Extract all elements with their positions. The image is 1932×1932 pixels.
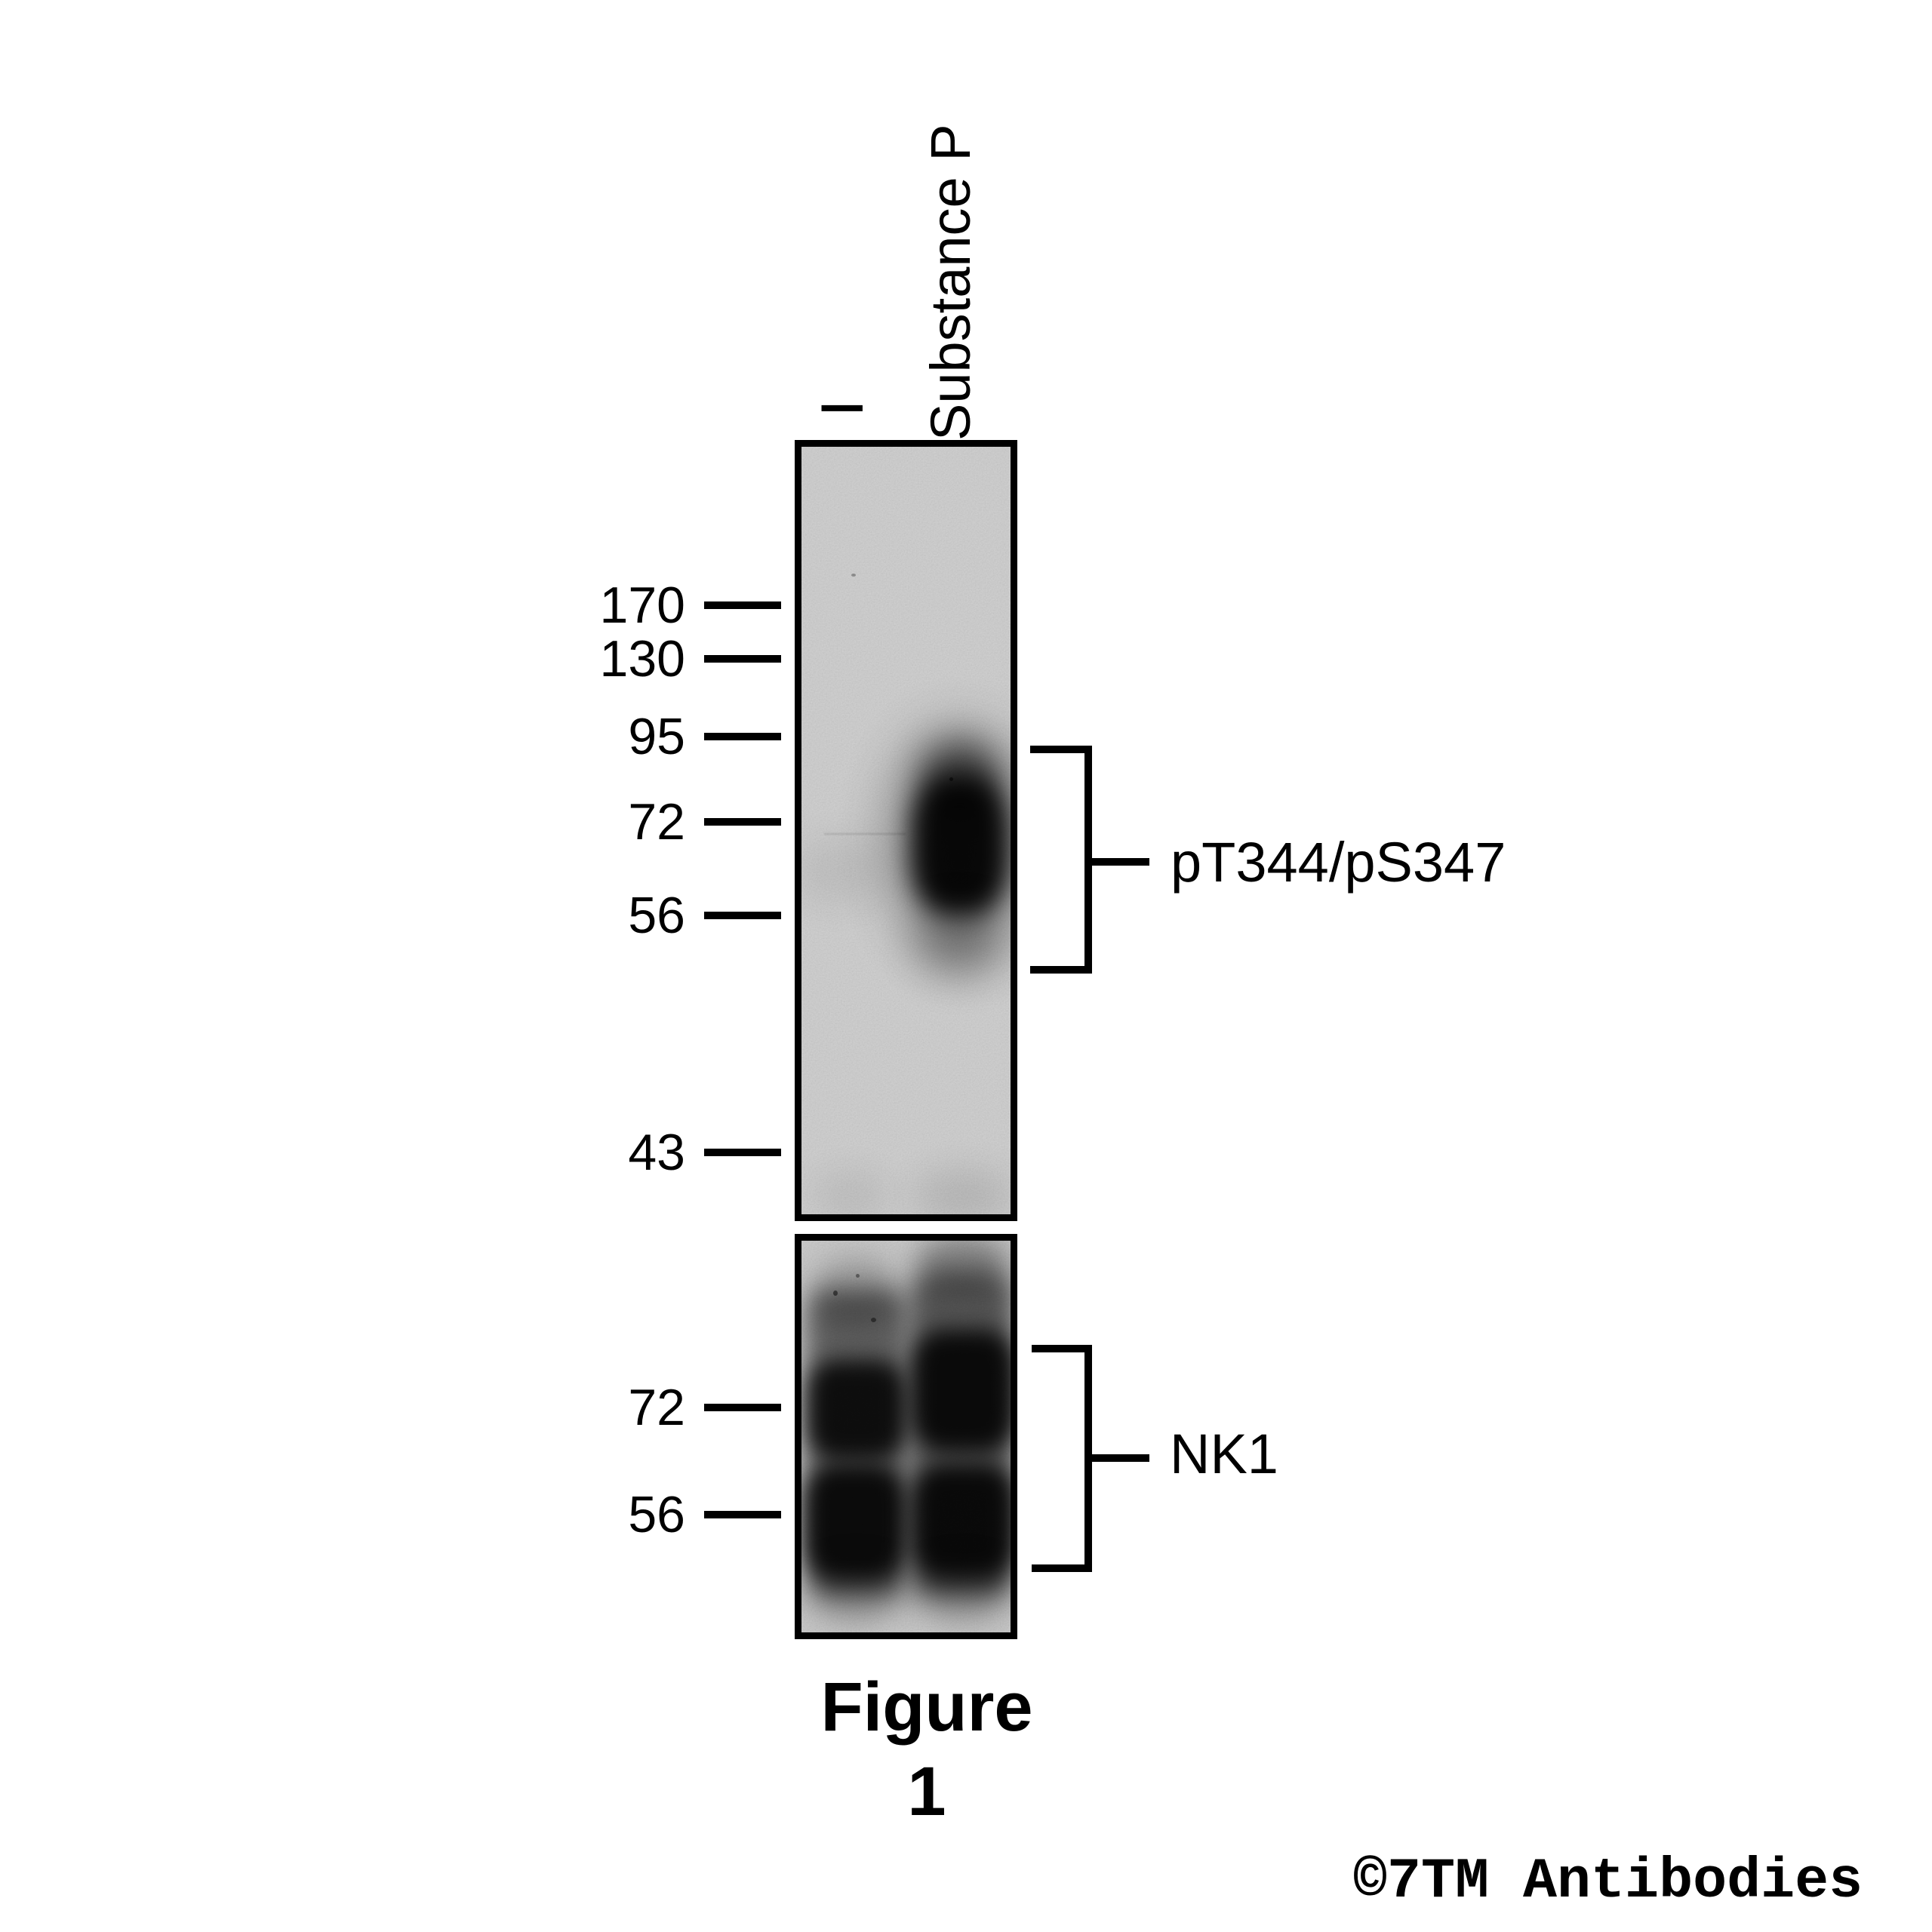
bottom-edge-smudge-right [913, 1170, 1011, 1214]
band-pt344-core [912, 776, 1008, 915]
speck [871, 1318, 876, 1322]
copyright-watermark: ©7TM Antibodies [1353, 1850, 1863, 1914]
mw-label-72: 72 [628, 793, 685, 851]
mw-label-170: 170 [599, 577, 685, 634]
bracket-pt344-arm-top [1030, 746, 1092, 753]
mw-tick-170 [704, 601, 781, 609]
bracket-nk1-arm-top [1032, 1345, 1092, 1352]
bottom-edge-smudge-left [814, 1173, 889, 1214]
bracket-nk1-arm-bottom [1032, 1564, 1092, 1572]
annotation-pt344: pT344/pS347 [1171, 830, 1506, 894]
mw-label-56: 56 [628, 887, 685, 944]
mw-tick-72 [704, 818, 781, 826]
figure-caption: Figure 1 [820, 1669, 1033, 1830]
top-blot-image [795, 440, 1017, 1221]
faint-scratch [824, 833, 906, 835]
bottom-blot-image [795, 1234, 1017, 1639]
lane-label-substance-p: Substance P [919, 124, 982, 441]
mw-label-56-bottom: 56 [628, 1486, 685, 1543]
bracket-pt344-vertical [1084, 746, 1092, 974]
band-nk1-lane2-lower-core [912, 1464, 1011, 1579]
faint-smudge-control-lane [801, 839, 882, 903]
annotation-nk1: NK1 [1170, 1422, 1278, 1485]
speck [833, 1291, 838, 1296]
speck [949, 777, 953, 781]
speck [851, 574, 856, 577]
lane-label-control: − [817, 360, 867, 454]
bracket-pt344-arm-bottom [1030, 966, 1092, 974]
mw-label-95: 95 [628, 708, 685, 765]
mw-label-130: 130 [599, 630, 685, 688]
band-nk1-lane1-lower-core [804, 1464, 906, 1580]
band-nk1-lane2-bottom-fade [913, 1565, 1011, 1620]
mw-label-43: 43 [628, 1124, 685, 1181]
mw-tick-56-bottom [704, 1511, 781, 1518]
bracket-pt344-connector [1092, 858, 1149, 866]
band-nk1-lane1-upper-core [808, 1360, 906, 1460]
band-nk1-lane2-top-fade [915, 1241, 1010, 1289]
band-nk1-lane2-upper-core [912, 1330, 1011, 1452]
bracket-nk1-connector [1092, 1454, 1149, 1462]
mw-tick-43 [704, 1149, 781, 1156]
mw-tick-72-bottom [704, 1404, 781, 1411]
band-nk1-lane1-bottom-fade [808, 1565, 904, 1620]
band-nk1-lane1-top-fade [811, 1257, 903, 1327]
band-pt344-tail [915, 909, 1004, 978]
mw-tick-130 [704, 655, 781, 663]
mw-tick-56 [704, 912, 781, 919]
speck [856, 1274, 860, 1278]
bracket-nk1-vertical [1084, 1345, 1092, 1572]
mw-label-72-bottom: 72 [628, 1379, 685, 1436]
mw-tick-95 [704, 733, 781, 740]
